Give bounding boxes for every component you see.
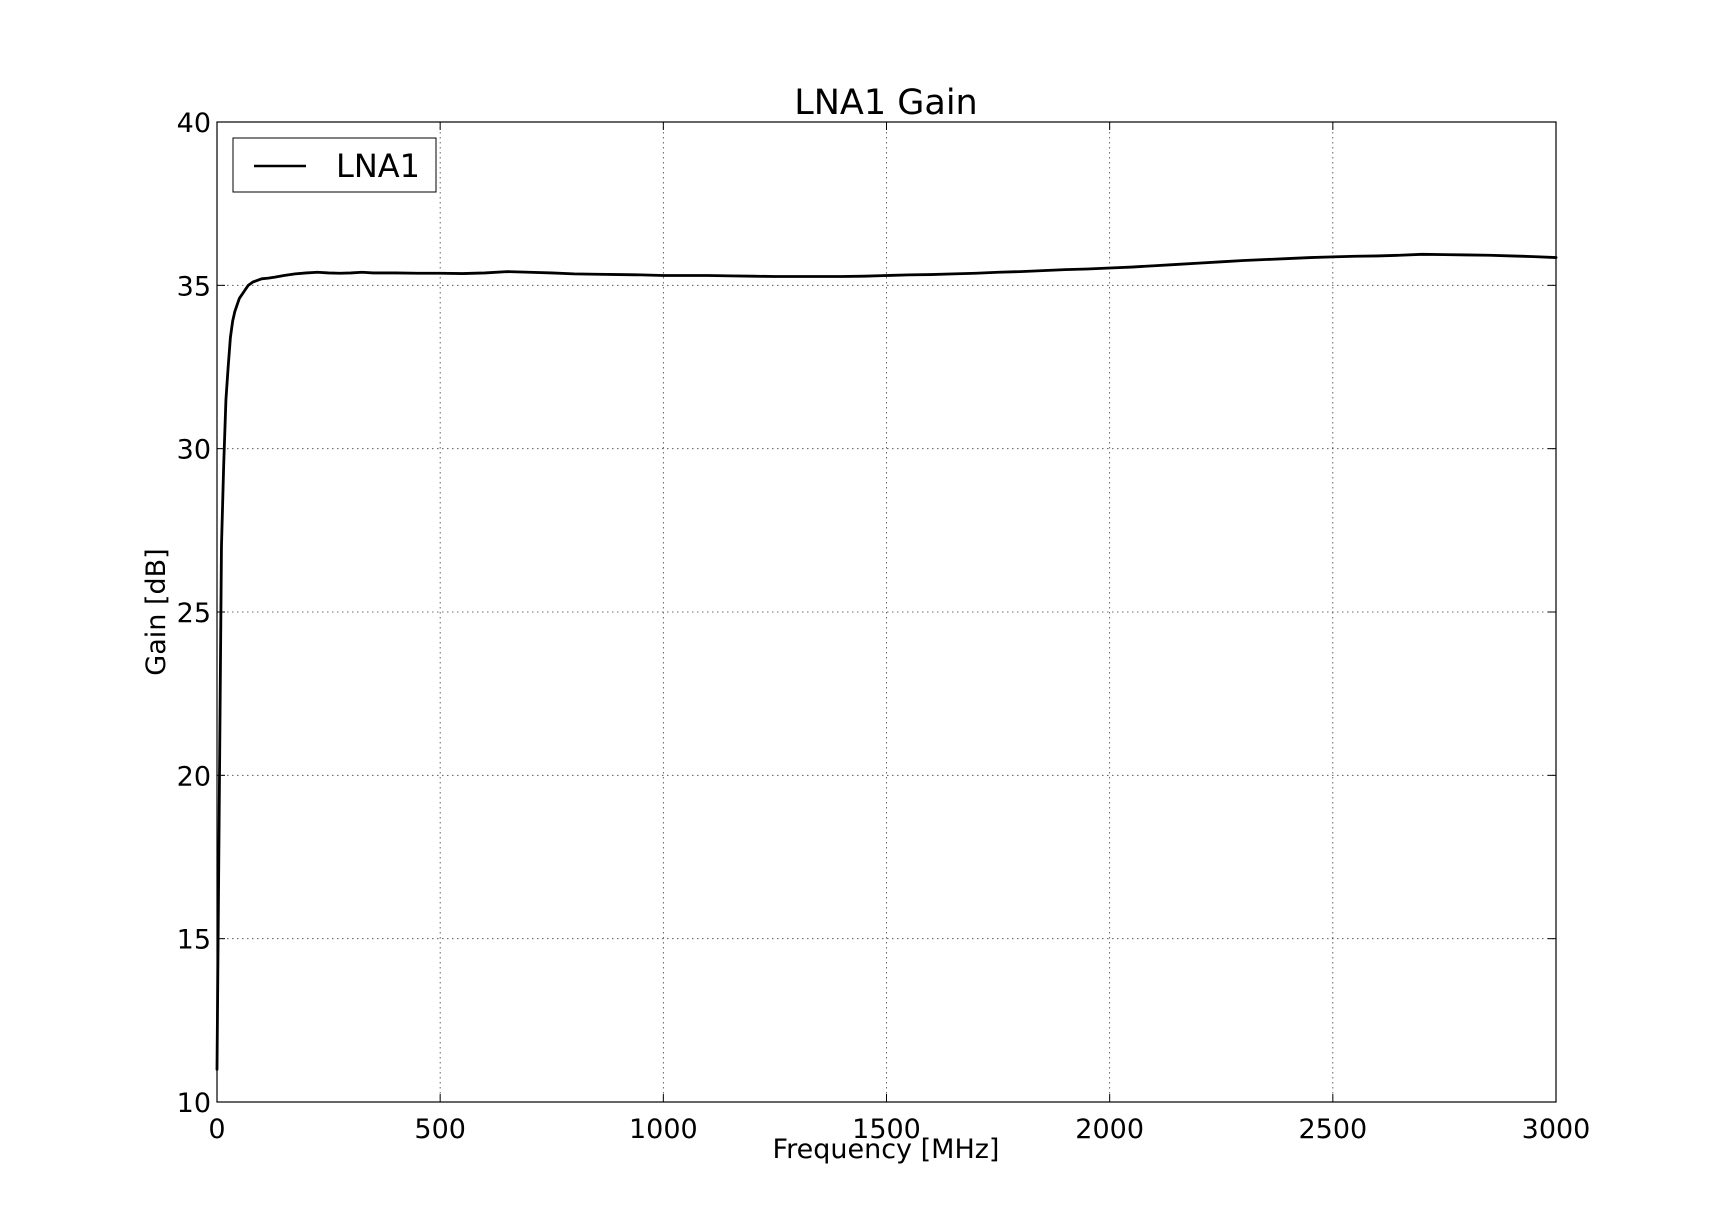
y-tick-label: 15	[177, 925, 211, 956]
x-tick-label: 1000	[629, 1114, 698, 1145]
x-tick-label: 2500	[1298, 1114, 1367, 1145]
ticks: 0 500 1000 1500 2000 2500 3000 10 15 20 25 30 35 40	[177, 108, 1591, 1145]
x-axis-label: Frequency [MHz]	[773, 1134, 1000, 1165]
x-tick-label: 3000	[1522, 1114, 1591, 1145]
y-tick-label: 30	[177, 435, 211, 466]
x-tick-label: 500	[414, 1114, 466, 1145]
chart-title: LNA1 Gain	[794, 83, 978, 123]
y-tick-label: 20	[177, 761, 211, 792]
series-line-lna1	[215, 252, 1558, 1071]
y-tick-label: 10	[177, 1088, 211, 1119]
y-tick-label: 35	[177, 271, 211, 302]
x-tick-label: 0	[208, 1114, 225, 1145]
y-tick-label: 40	[177, 108, 211, 139]
legend: LNA1	[232, 137, 437, 193]
grid	[216, 121, 1557, 1103]
x-tick-label: 2000	[1075, 1114, 1144, 1145]
x-tick-label: 1500	[852, 1114, 921, 1145]
series-layer	[215, 252, 1558, 1071]
legend-label: LNA1	[336, 147, 420, 185]
y-tick-label: 25	[177, 598, 211, 629]
y-axis-label: Gain [dB]	[141, 548, 172, 675]
